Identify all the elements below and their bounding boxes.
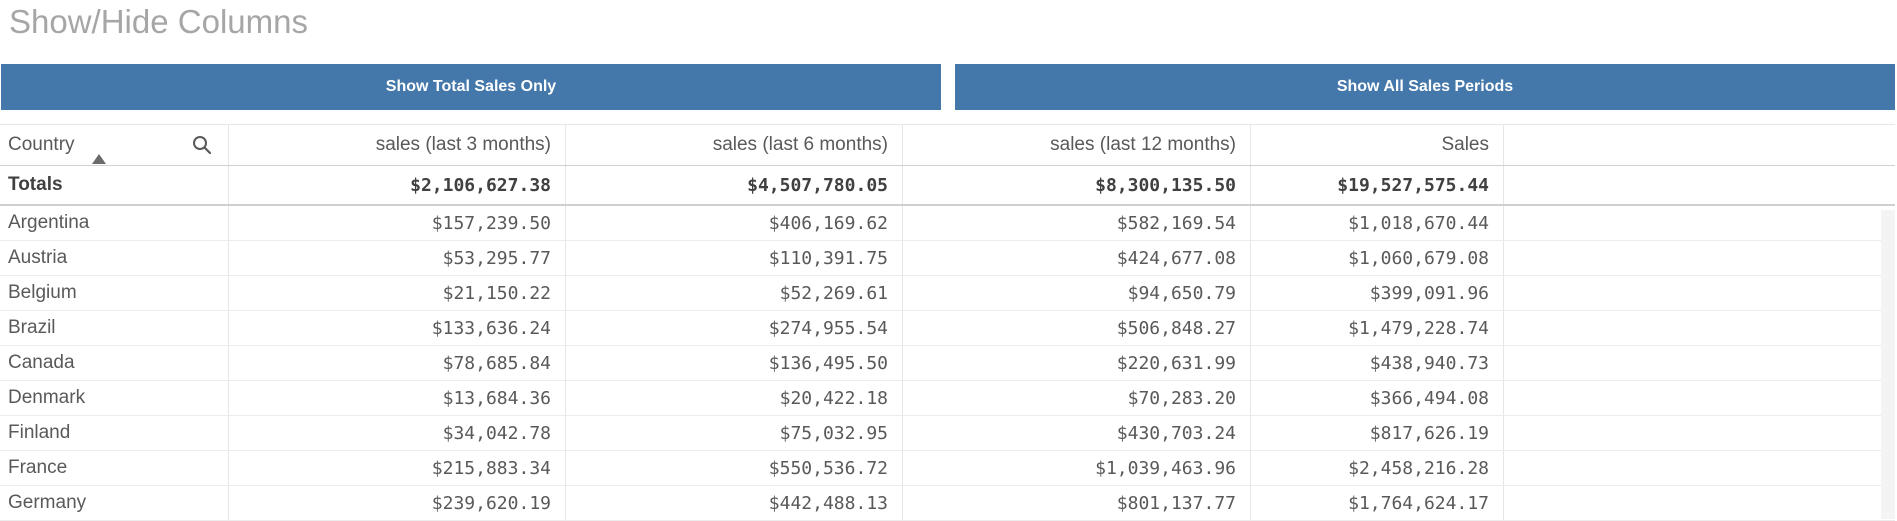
sales-12-months-cell: $582,169.54: [903, 206, 1251, 240]
sales-cell: $399,091.96: [1251, 276, 1504, 310]
sales-cell: $1,018,670.44: [1251, 206, 1504, 240]
column-header-sales-12-months[interactable]: sales (last 12 months): [903, 125, 1251, 165]
column-header-country[interactable]: Country: [0, 125, 229, 165]
search-icon[interactable]: [192, 135, 212, 155]
sales-3-months-cell: $215,883.34: [229, 451, 566, 485]
sales-12-months-cell: $94,650.79: [903, 276, 1251, 310]
sales-12-months-cell: $430,703.24: [903, 416, 1251, 450]
show-total-sales-only-button[interactable]: Show Total Sales Only: [1, 64, 941, 110]
sales-6-months-cell: $406,169.62: [566, 206, 903, 240]
sales-12-months-cell: $1,039,463.96: [903, 451, 1251, 485]
table-row[interactable]: Canada $78,685.84 $136,495.50 $220,631.9…: [0, 346, 1895, 381]
sales-6-months-cell: $274,955.54: [566, 311, 903, 345]
sort-up-icon: [92, 154, 106, 164]
sales-12-months-cell: $801,137.77: [903, 486, 1251, 520]
sales-6-months-cell: $20,422.18: [566, 381, 903, 415]
table-row[interactable]: France $215,883.34 $550,536.72 $1,039,46…: [0, 451, 1895, 486]
country-cell: Germany: [0, 486, 229, 520]
country-cell: Brazil: [0, 311, 229, 345]
country-cell: Canada: [0, 346, 229, 380]
country-cell: Finland: [0, 416, 229, 450]
sales-6-months-cell: $550,536.72: [566, 451, 903, 485]
sales-cell: $1,060,679.08: [1251, 241, 1504, 275]
sales-6-months-cell: $52,269.61: [566, 276, 903, 310]
sales-6-months-cell: $75,032.95: [566, 416, 903, 450]
sales-3-months-cell: $13,684.36: [229, 381, 566, 415]
show-all-sales-periods-button[interactable]: Show All Sales Periods: [955, 64, 1895, 110]
table-row[interactable]: Austria $53,295.77 $110,391.75 $424,677.…: [0, 241, 1895, 276]
table-row[interactable]: Belgium $21,150.22 $52,269.61 $94,650.79…: [0, 276, 1895, 311]
total-sales-12-months: $8,300,135.50: [903, 166, 1251, 204]
column-header-label: Country: [8, 134, 75, 155]
sales-12-months-cell: $220,631.99: [903, 346, 1251, 380]
sales-cell: $817,626.19: [1251, 416, 1504, 450]
column-header-sales-6-months[interactable]: sales (last 6 months): [566, 125, 903, 165]
country-cell: Denmark: [0, 381, 229, 415]
column-header-sales-3-months[interactable]: sales (last 3 months): [229, 125, 566, 165]
table-header-row: Country sales (last 3 months) sales (las…: [0, 124, 1895, 166]
totals-row: Totals $2,106,627.38 $4,507,780.05 $8,30…: [0, 166, 1895, 206]
column-header-sales[interactable]: Sales: [1251, 125, 1504, 165]
sales-cell: $1,764,624.17: [1251, 486, 1504, 520]
country-cell: Austria: [0, 241, 229, 275]
page-title: Show/Hide Columns: [9, 3, 308, 40]
country-cell: Argentina: [0, 206, 229, 240]
sales-3-months-cell: $34,042.78: [229, 416, 566, 450]
sales-3-months-cell: $21,150.22: [229, 276, 566, 310]
sales-3-months-cell: $133,636.24: [229, 311, 566, 345]
table-row[interactable]: Germany $239,620.19 $442,488.13 $801,137…: [0, 486, 1895, 521]
sales-12-months-cell: $424,677.08: [903, 241, 1251, 275]
country-cell: Belgium: [0, 276, 229, 310]
country-cell: France: [0, 451, 229, 485]
total-sales-3-months: $2,106,627.38: [229, 166, 566, 204]
sales-3-months-cell: $78,685.84: [229, 346, 566, 380]
sales-12-months-cell: $70,283.20: [903, 381, 1251, 415]
table-row[interactable]: Brazil $133,636.24 $274,955.54 $506,848.…: [0, 311, 1895, 346]
sales-table: Country sales (last 3 months) sales (las…: [0, 124, 1895, 521]
sales-3-months-cell: $157,239.50: [229, 206, 566, 240]
table-row[interactable]: Finland $34,042.78 $75,032.95 $430,703.2…: [0, 416, 1895, 451]
total-sales: $19,527,575.44: [1251, 166, 1504, 204]
sales-cell: $1,479,228.74: [1251, 311, 1504, 345]
sales-3-months-cell: $53,295.77: [229, 241, 566, 275]
totals-label: Totals: [0, 166, 229, 204]
total-sales-6-months: $4,507,780.05: [566, 166, 903, 204]
sales-cell: $366,494.08: [1251, 381, 1504, 415]
sales-6-months-cell: $442,488.13: [566, 486, 903, 520]
sales-cell: $438,940.73: [1251, 346, 1504, 380]
sales-12-months-cell: $506,848.27: [903, 311, 1251, 345]
sales-cell: $2,458,216.28: [1251, 451, 1504, 485]
vertical-scrollbar[interactable]: [1881, 210, 1895, 519]
sales-6-months-cell: $110,391.75: [566, 241, 903, 275]
table-row[interactable]: Denmark $13,684.36 $20,422.18 $70,283.20…: [0, 381, 1895, 416]
sales-3-months-cell: $239,620.19: [229, 486, 566, 520]
table-row[interactable]: Argentina $157,239.50 $406,169.62 $582,1…: [0, 206, 1895, 241]
sales-6-months-cell: $136,495.50: [566, 346, 903, 380]
